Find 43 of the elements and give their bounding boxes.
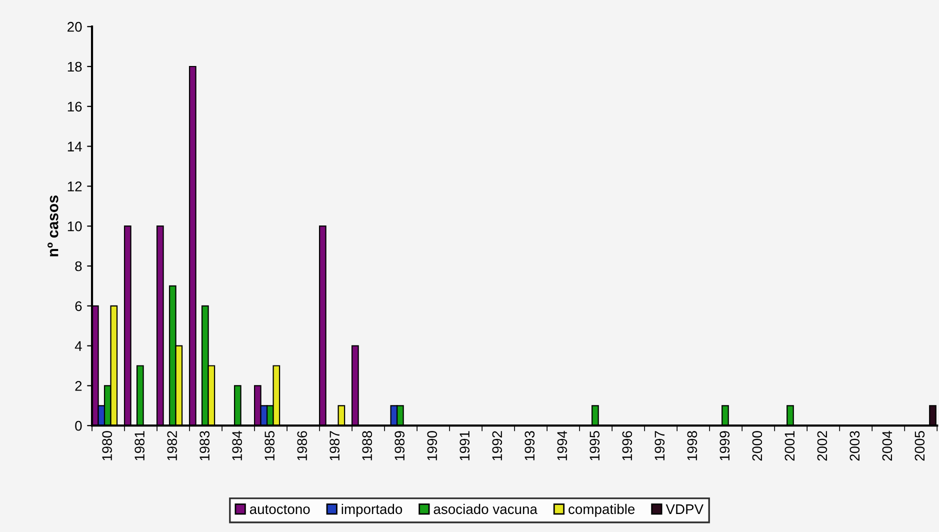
x-tick-label: 1992 bbox=[492, 431, 502, 460]
y-tick-label: 6 bbox=[75, 301, 82, 312]
y-tick-label: 12 bbox=[68, 182, 82, 192]
x-tick-label: 1982 bbox=[167, 431, 178, 460]
y-tick-label: 0 bbox=[75, 420, 82, 431]
y-tick-label: 8 bbox=[75, 261, 82, 272]
x-tick-label: 1991 bbox=[460, 431, 470, 460]
x-tick-label: 1980 bbox=[102, 431, 112, 460]
x-tick-label: 2002 bbox=[817, 431, 828, 461]
x-tick-label: 2000 bbox=[752, 431, 762, 461]
x-tick-label: 2003 bbox=[850, 431, 860, 461]
x-tick-label: 1981 bbox=[134, 431, 145, 460]
x-tick-label: 1985 bbox=[264, 431, 275, 460]
y-tick-label: 16 bbox=[68, 102, 82, 112]
y-tick-label: 20 bbox=[68, 22, 82, 32]
y-tick-label: 2 bbox=[75, 381, 82, 391]
x-tick-label: 1997 bbox=[654, 431, 665, 460]
legend-label: VDPV bbox=[666, 504, 704, 514]
x-tick-label: 1984 bbox=[232, 430, 242, 460]
x-tick-label: 2001 bbox=[784, 431, 795, 461]
x-tick-label: 1990 bbox=[427, 431, 438, 460]
x-tick-label: 1996 bbox=[622, 431, 632, 460]
x-tick-label: 1995 bbox=[590, 431, 600, 460]
x-tick-label: 1983 bbox=[200, 431, 210, 460]
x-tick-label: 1994 bbox=[557, 430, 568, 460]
legend-label: importado bbox=[342, 504, 402, 517]
x-tick-label: 1989 bbox=[394, 431, 405, 460]
x-tick-label: 1999 bbox=[720, 431, 730, 460]
x-tick-label: 1993 bbox=[524, 431, 535, 460]
x-tick-label: 2004 bbox=[882, 430, 892, 461]
legend-label: autoctono bbox=[250, 504, 310, 514]
y-tick-label: 14 bbox=[68, 142, 82, 152]
y-tick-label: 18 bbox=[68, 62, 82, 72]
x-tick-label: 1988 bbox=[362, 431, 372, 460]
y-axis-title: nº casos bbox=[48, 195, 58, 256]
x-tick-label: 1987 bbox=[330, 431, 340, 460]
x-tick-label: 1986 bbox=[297, 431, 308, 460]
legend-label: asociado vacuna bbox=[434, 504, 538, 514]
y-tick-label: 10 bbox=[68, 221, 82, 232]
y-tick-label: 4 bbox=[74, 341, 82, 351]
x-tick-label: 2005 bbox=[914, 431, 925, 461]
legend-label: compatible bbox=[568, 504, 635, 517]
x-tick-label: 1998 bbox=[687, 431, 698, 460]
